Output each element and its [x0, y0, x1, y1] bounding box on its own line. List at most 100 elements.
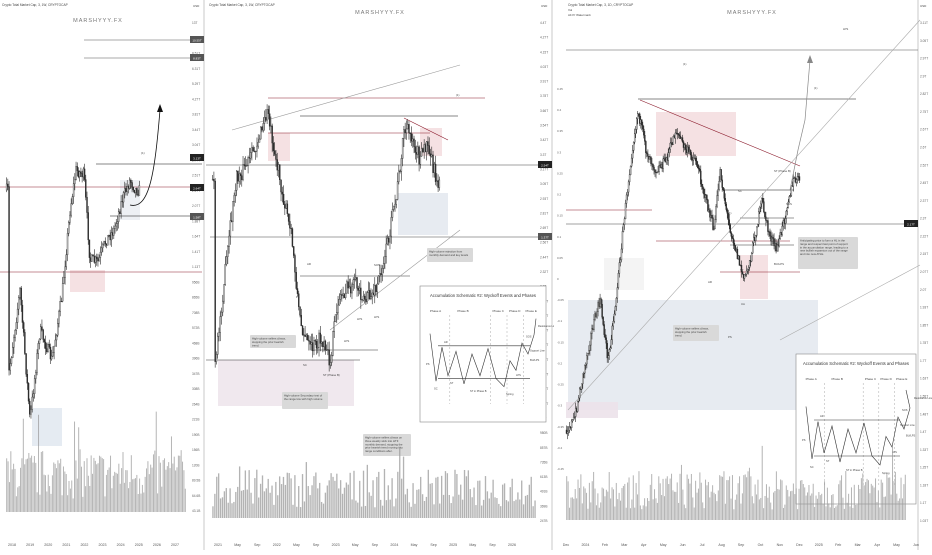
panel-3-candle — [781, 225, 783, 235]
panel-3-volume-bar — [620, 500, 622, 520]
panel-1-candle — [61, 283, 64, 302]
panel-3-candle — [634, 129, 637, 134]
panel-1-price-tag-text: 10.55T — [192, 38, 202, 42]
panel-2-annotation: AR — [307, 262, 311, 266]
panel-3-volume-bar — [892, 446, 894, 520]
panel-3-candle — [702, 186, 704, 190]
panel-3-volume-bar — [790, 491, 792, 520]
panel-3-volume-bar — [690, 473, 692, 520]
panel-1-candle — [86, 196, 88, 213]
panel-3-volume-bar — [785, 485, 787, 520]
panel-2-candle — [260, 126, 262, 140]
panel-3-inset-label: BU/LPS — [906, 434, 915, 438]
panel-3-price-label: 2.15T — [920, 252, 928, 256]
panel-3-inset-label: Spring — [882, 471, 890, 475]
panel-3-price-label: 1.03T — [920, 519, 928, 523]
panel-1-candle — [117, 211, 120, 222]
panel-1-candle — [71, 196, 74, 204]
panel-2-callout-rejection-line: monthly demand and key levels — [429, 253, 469, 257]
panel-2-candle — [213, 178, 215, 182]
panel-2-price-label: 4.03T — [540, 65, 548, 69]
panel-2-candle — [242, 164, 244, 180]
panel-3-candle — [667, 152, 669, 161]
panel-2-candle — [336, 312, 338, 315]
panel-2-price-tag — [538, 233, 552, 240]
panel-1-time-label: 2018 — [8, 543, 16, 547]
panel-3-volume-bar — [648, 500, 650, 520]
panel-1-price-label: 1.88T — [192, 219, 200, 223]
panel-2-candle — [391, 209, 394, 218]
panel-2-volume-bar — [258, 497, 260, 518]
panel-3-volume-bar — [882, 482, 884, 520]
panel-3-time-label: Mar — [621, 543, 628, 547]
panel-3-volume-bar — [849, 506, 851, 520]
panel-1-volume-bar — [165, 469, 167, 512]
panel-2-time-label: Sep — [372, 543, 378, 547]
panel-2-candle — [317, 347, 319, 349]
panel-3-volume-bar — [761, 445, 763, 520]
panel-3-volume-bar — [822, 503, 824, 520]
panel-2-candle — [366, 292, 368, 302]
panel-2-price-label: 491B — [540, 490, 547, 494]
panel-1-volume-bar — [24, 464, 26, 512]
panel-2-candle — [309, 340, 311, 345]
panel-3-volume-bar — [720, 476, 722, 520]
panel-3-candle — [756, 226, 758, 236]
panel-3-volume-bar — [576, 498, 578, 520]
panel-3-price-label: 2.6T — [920, 146, 926, 150]
panel-3-time-label: Oct — [758, 543, 764, 547]
panel-3-candle — [744, 274, 747, 276]
panel-3-left-pct: 0.1 — [557, 235, 562, 239]
panel-2-callout-sellers-climax: High volume sellers climax,stopping the … — [252, 337, 286, 348]
panel-1-volume-bar — [140, 493, 142, 512]
panel-2-volume-bar — [334, 480, 336, 518]
panel-1-candle — [102, 243, 104, 249]
panel-1-volume-bar — [132, 479, 134, 512]
panel-2-price-label: 369B — [540, 504, 547, 508]
panel-1-volume-bar — [128, 488, 130, 512]
panel-1-candle — [26, 374, 29, 384]
panel-3-volume-bar — [894, 471, 896, 520]
panel-2-volume-bar — [252, 503, 254, 518]
panel-3-callout-anticipation-line: and into new ATHs. — [800, 252, 824, 256]
panel-1-candle — [92, 254, 94, 257]
panel-3-candle — [589, 344, 591, 351]
panel-2-candle — [410, 133, 413, 142]
panel-2-volume-bar — [261, 475, 264, 518]
panel-2-volume-bar — [271, 485, 273, 518]
panel-2-candle — [376, 283, 378, 292]
panel-3-candle — [784, 218, 786, 224]
panel-2-candle — [215, 354, 218, 362]
panel-2-candle — [258, 138, 261, 143]
panel-3-price-label: 1.78T — [920, 341, 928, 345]
panel-2-candle — [235, 170, 238, 191]
panel-2-volume-bar — [482, 499, 485, 518]
panel-2-volume-bar — [471, 497, 473, 518]
panel-2-annotation: PS — [296, 295, 300, 299]
panel-3-time-label: Feb — [602, 543, 608, 547]
panel-3-candle — [567, 430, 570, 433]
panel-3-callout-anticipation-line: range and respect last point of support — [800, 242, 848, 246]
panel-1-candle — [138, 185, 141, 196]
panel-3-left-pct: -0.25 — [557, 383, 564, 387]
panel-3-candle — [733, 242, 736, 246]
panel-1-candle — [42, 329, 44, 340]
panel-1-volume-bar — [67, 495, 69, 512]
panel-2-candle — [303, 334, 305, 336]
panel-1-price-label: 190B — [192, 433, 199, 437]
panel-1-candle — [38, 338, 41, 344]
panel-2-candle — [431, 154, 433, 157]
panel-3-volume-bar — [746, 477, 748, 520]
panel-3-projection-head — [807, 55, 813, 63]
panel-2-candle — [361, 299, 363, 301]
panel-3-price-label: 2.75T — [920, 110, 928, 114]
panel-3-candle — [712, 217, 714, 230]
panel-2-volume-bar — [238, 466, 241, 518]
panel-1-candle — [120, 201, 122, 214]
panel-1-volume-bar — [157, 493, 159, 512]
panel-3-volume-bar — [737, 483, 739, 520]
panel-2-volume-bar — [332, 476, 334, 518]
panel-3-candle — [571, 419, 574, 422]
panel-1-volume-bar — [90, 455, 92, 512]
